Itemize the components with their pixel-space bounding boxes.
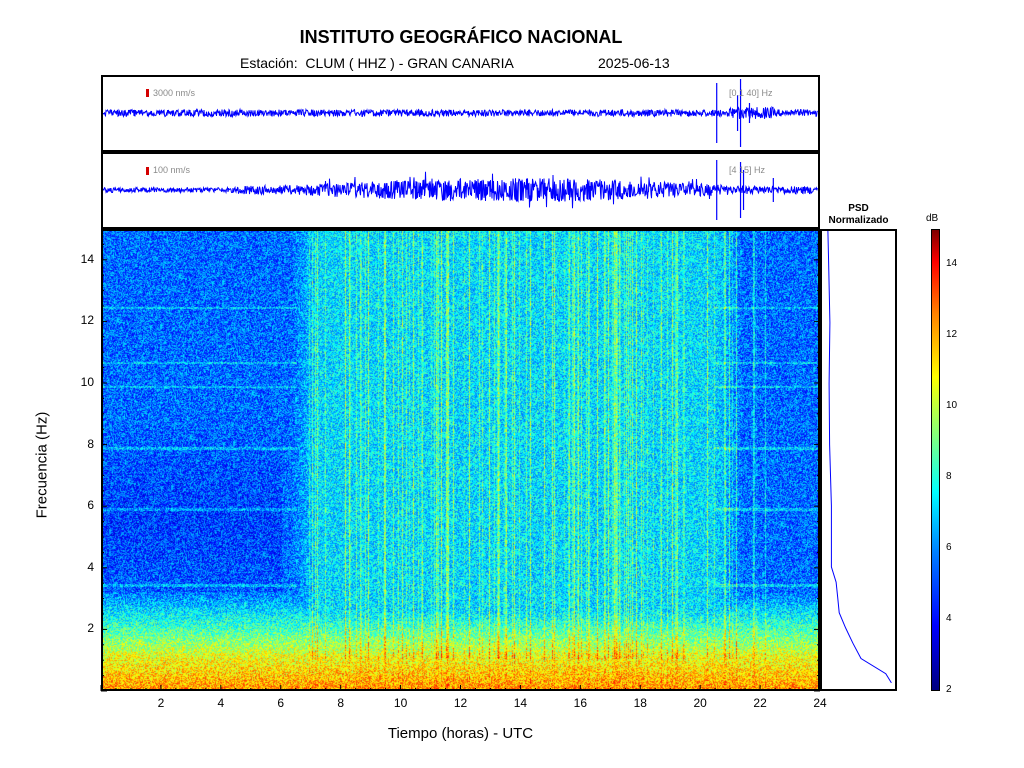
colorbar-tick-label: 14 <box>946 257 958 269</box>
waveform-filtered-panel: 100 nm/s [4 15] Hz <box>101 152 820 229</box>
spectrogram <box>101 229 820 691</box>
y-tick-label: 6 <box>87 498 94 513</box>
psd-line <box>827 231 892 684</box>
y-tick-label: 2 <box>87 621 94 636</box>
band-label-broadband: [0.1 40] Hz <box>729 88 773 98</box>
scale-label-broadband: 3000 nm/s <box>153 88 196 98</box>
x-tick-label: 14 <box>513 696 528 710</box>
waveform-filtered-trace <box>103 160 818 220</box>
colorbar-label: dB <box>926 213 939 224</box>
x-tick-label: 20 <box>693 696 707 710</box>
x-tick-label: 2 <box>157 696 165 710</box>
waveform-path <box>103 171 818 209</box>
y-tick-label: 12 <box>80 313 94 328</box>
x-tick-label: 4 <box>217 696 225 710</box>
y-tick-label: 4 <box>87 559 94 574</box>
colorbar-tick-label: 12 <box>946 328 958 340</box>
x-tick-label: 16 <box>573 696 587 710</box>
scale-label-filtered: 100 nm/s <box>153 165 191 175</box>
waveform-broadband-trace <box>103 79 818 147</box>
y-tick-label: 8 <box>87 436 94 451</box>
station-label: Estación: CLUM ( HHZ ) - GRAN CANARIA <box>240 55 514 71</box>
x-axis-label: Tiempo (horas) - UTC <box>387 725 534 742</box>
x-tick-label: 8 <box>337 696 344 710</box>
colorbar-tick-label: 4 <box>946 612 952 624</box>
y-axis-label: Frecuencia (Hz) <box>33 411 51 519</box>
colorbar-tick-label: 6 <box>946 541 952 553</box>
spectrogram-heatmap <box>103 231 818 689</box>
scale-bar-filtered <box>146 167 149 175</box>
date-label: 2025-06-13 <box>598 55 670 71</box>
x-tick-label: 22 <box>753 696 767 710</box>
psd-curve <box>827 231 892 684</box>
x-tick-label: 10 <box>393 696 408 710</box>
chart-title: INSTITUTO GEOGRÁFICO NACIONAL <box>299 27 623 47</box>
y-tick-label: 14 <box>80 251 94 266</box>
colorbar-tick-label: 2 <box>946 684 952 695</box>
colorbar-tick-label: 8 <box>946 470 952 482</box>
psd-title-line2: Normalizado <box>828 215 889 226</box>
x-tick-label: 12 <box>453 696 468 710</box>
waveform-path <box>103 105 818 119</box>
colorbar-tick-label: 10 <box>946 399 958 411</box>
x-tick-label: 24 <box>813 696 827 710</box>
scale-bar-broadband <box>146 89 149 97</box>
psd-title-line1: PSD <box>848 203 869 214</box>
x-tick-label: 18 <box>633 696 647 710</box>
x-tick-label: 6 <box>277 696 285 710</box>
colorbar <box>931 229 940 691</box>
y-tick-label: 10 <box>80 375 94 389</box>
waveform-broadband-panel: 3000 nm/s [0.1 40] Hz <box>101 75 820 152</box>
psd-title: PSD Normalizado <box>820 203 897 227</box>
band-label-filtered: [4 15] Hz <box>729 165 766 175</box>
psd-panel <box>820 229 897 691</box>
